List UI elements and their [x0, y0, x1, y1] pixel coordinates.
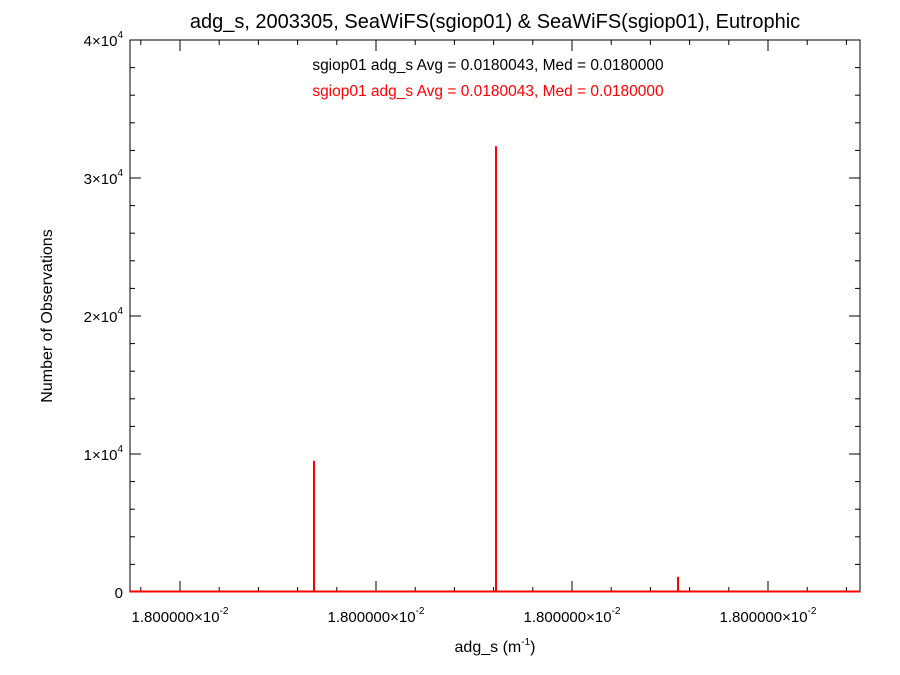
x-tick-label: 1.800000×10-2: [132, 606, 229, 626]
x-axis-label: adg_s (m-1): [455, 637, 536, 656]
x-tick-label: 1.800000×10-2: [328, 606, 425, 626]
stats-annotation: sgiop01 adg_s Avg = 0.0180043, Med = 0.0…: [312, 83, 664, 100]
x-tick-label: 1.800000×10-2: [720, 606, 817, 626]
y-tick-label: 4×104: [84, 30, 124, 50]
y-tick-label: 3×104: [84, 168, 124, 188]
y-tick-label: 1×104: [84, 444, 124, 464]
x-tick-label: 1.800000×10-2: [524, 606, 621, 626]
chart-title: adg_s, 2003305, SeaWiFS(sgiop01) & SeaWi…: [190, 11, 800, 33]
y-axis-label: Number of Observations: [39, 229, 56, 402]
y-tick-label: 0: [115, 585, 123, 602]
y-tick-label: 2×104: [84, 306, 124, 326]
stats-annotation: sgiop01 adg_s Avg = 0.0180043, Med = 0.0…: [312, 57, 664, 74]
